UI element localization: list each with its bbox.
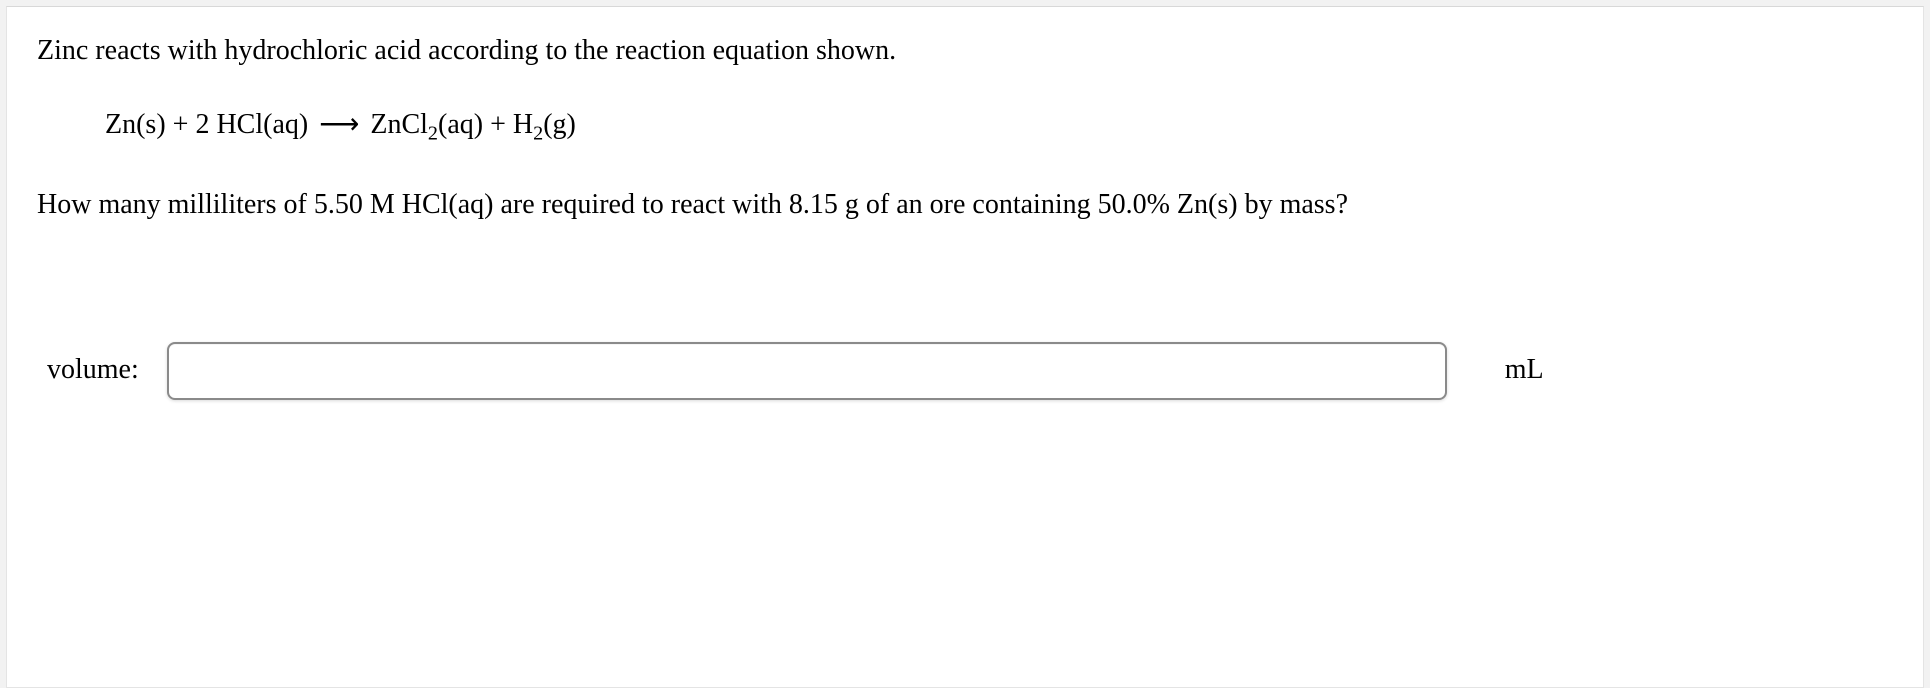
product-zncl2-b: (aq)	[438, 109, 483, 140]
answer-unit: mL	[1505, 354, 1544, 386]
product-h2-a: H	[513, 109, 533, 140]
subscript-2b: 2	[533, 123, 543, 145]
plus-sign: +	[166, 109, 196, 140]
answer-label: volume:	[47, 354, 139, 386]
product-zncl2-a: ZnCl	[370, 109, 428, 140]
reaction-equation: Zn(s) + 2 HCl(aq) ⟶ ZnCl2(aq) + H2(g)	[105, 109, 1893, 141]
coef-2: 2	[195, 109, 209, 140]
subscript-2a: 2	[428, 123, 438, 145]
product-h2-b: (g)	[543, 109, 576, 140]
plus-sign: +	[483, 109, 513, 140]
reactant-zn: Zn(s)	[105, 109, 166, 140]
intro-text: Zinc reacts with hydrochloric acid accor…	[37, 35, 1893, 67]
answer-row: volume: mL	[47, 342, 1893, 400]
question-panel: Zinc reacts with hydrochloric acid accor…	[6, 6, 1924, 688]
question-text: How many milliliters of 5.50 M HCl(aq) a…	[37, 189, 1893, 221]
arrow-icon: ⟶	[315, 109, 363, 141]
reactant-hcl: HCl(aq)	[216, 109, 308, 140]
volume-input[interactable]	[167, 342, 1447, 400]
